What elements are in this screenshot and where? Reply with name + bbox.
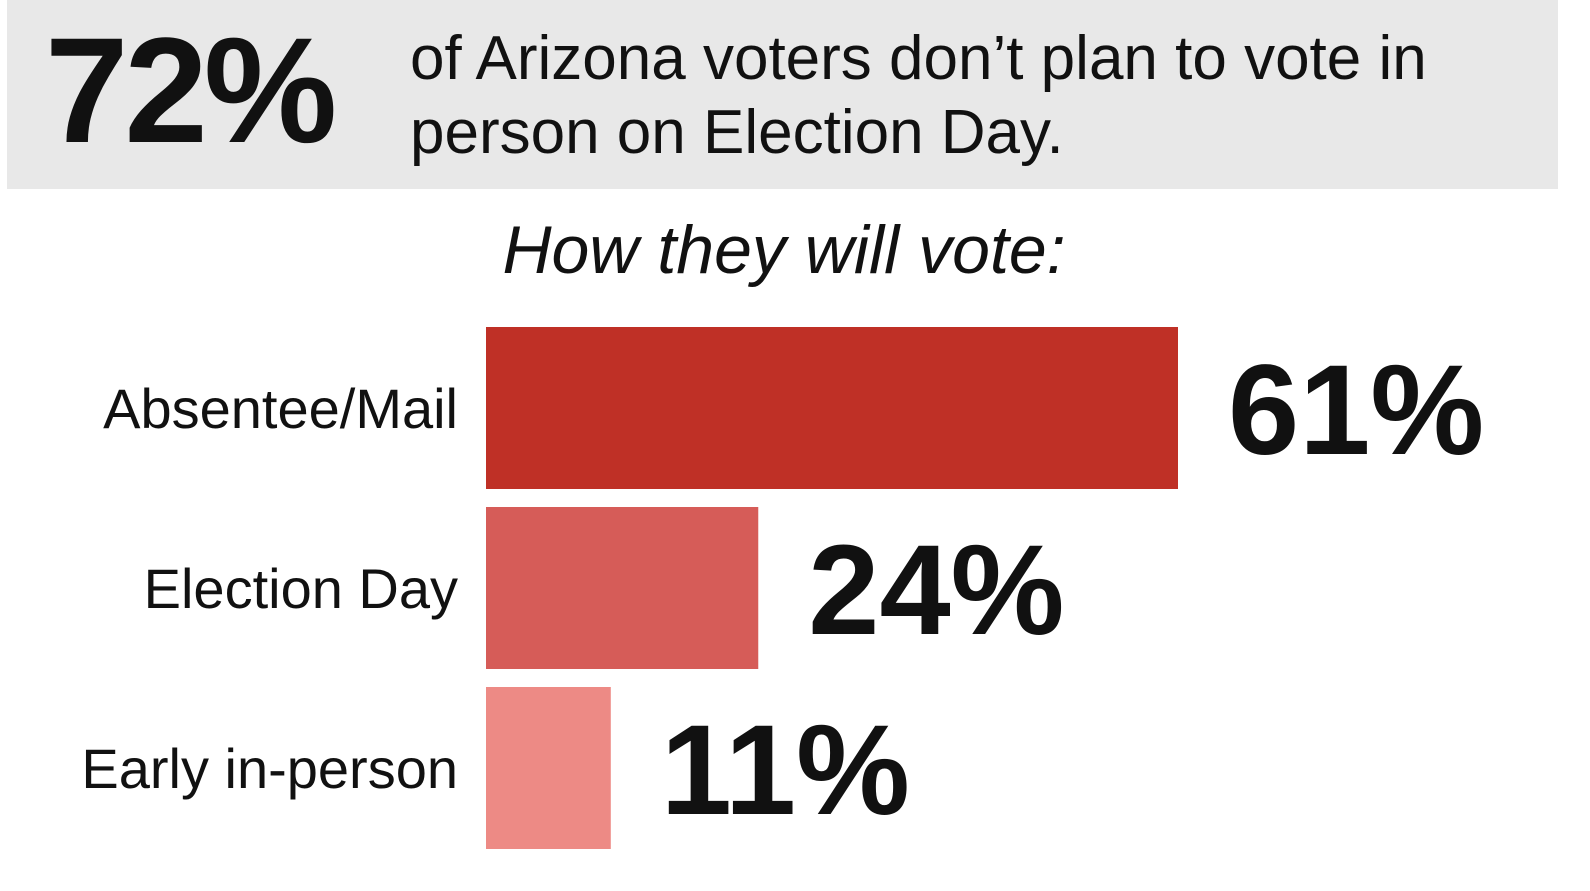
bar-early-in-person — [486, 687, 611, 849]
headline-text: of Arizona voters don’t plan to vote in … — [410, 24, 1427, 167]
category-label-early-in-person: Early in-person — [81, 737, 458, 800]
value-label-absentee-mail: 61% — [1228, 339, 1484, 482]
value-label-early-in-person: 11% — [661, 699, 910, 842]
category-label-election-day: Election Day — [144, 557, 458, 620]
header-band — [7, 0, 1558, 189]
chart-subtitle: How they will vote: — [502, 212, 1066, 288]
bar-election-day — [486, 507, 759, 669]
bar-absentee-mail — [486, 327, 1178, 489]
value-label-election-day: 24% — [808, 519, 1064, 662]
headline-stat: 72% — [45, 6, 337, 174]
category-label-absentee-mail: Absentee/Mail — [103, 377, 458, 440]
